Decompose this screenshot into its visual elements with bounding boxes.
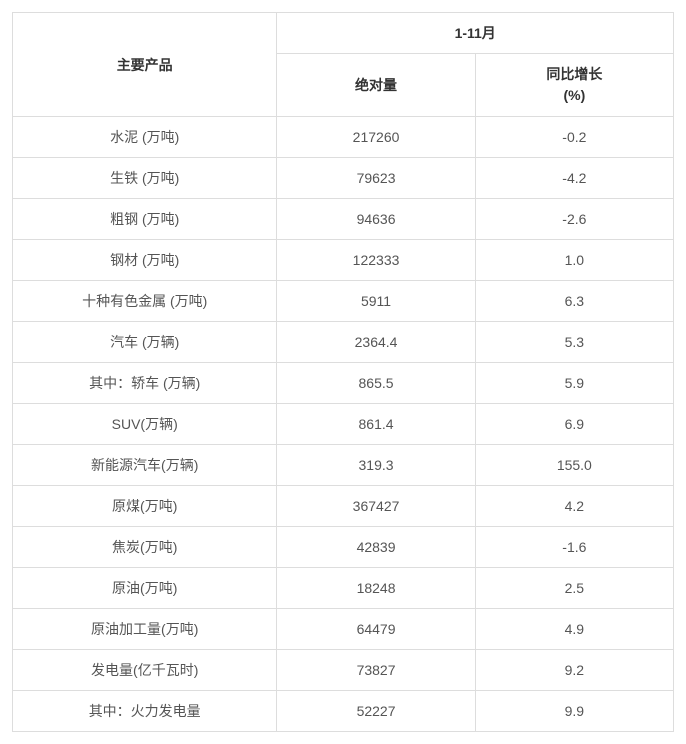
table-row: 其中：火力发电量522279.9 — [13, 691, 674, 732]
cell-absolute: 79623 — [277, 158, 475, 199]
cell-growth: 2.5 — [475, 568, 673, 609]
cell-product: 原油(万吨) — [13, 568, 277, 609]
header-period: 1-11月 — [277, 13, 674, 54]
cell-growth: 4.2 — [475, 486, 673, 527]
cell-growth: 4.9 — [475, 609, 673, 650]
cell-product: 粗钢 (万吨) — [13, 199, 277, 240]
table-container: 主要产品 1-11月 绝对量 同比增长 (%) 水泥 (万吨)217260-0.… — [0, 0, 686, 744]
cell-growth: 9.2 — [475, 650, 673, 691]
cell-growth: 1.0 — [475, 240, 673, 281]
table-row: SUV(万辆)861.46.9 — [13, 404, 674, 445]
header-growth: 同比增长 (%) — [475, 54, 673, 117]
cell-growth: 6.3 — [475, 281, 673, 322]
table-row: 其中：轿车 (万辆)865.55.9 — [13, 363, 674, 404]
table-header: 主要产品 1-11月 绝对量 同比增长 (%) — [13, 13, 674, 117]
cell-absolute: 367427 — [277, 486, 475, 527]
cell-product: 原油加工量(万吨) — [13, 609, 277, 650]
cell-absolute: 94636 — [277, 199, 475, 240]
cell-product: 发电量(亿千瓦时) — [13, 650, 277, 691]
cell-absolute: 2364.4 — [277, 322, 475, 363]
cell-product: SUV(万辆) — [13, 404, 277, 445]
table-row: 汽车 (万辆)2364.45.3 — [13, 322, 674, 363]
table-row: 焦炭(万吨)42839-1.6 — [13, 527, 674, 568]
cell-product: 钢材 (万吨) — [13, 240, 277, 281]
cell-absolute: 18248 — [277, 568, 475, 609]
cell-product: 水泥 (万吨) — [13, 117, 277, 158]
table-row: 十种有色金属 (万吨)59116.3 — [13, 281, 674, 322]
cell-product: 生铁 (万吨) — [13, 158, 277, 199]
cell-absolute: 217260 — [277, 117, 475, 158]
cell-absolute: 865.5 — [277, 363, 475, 404]
header-product: 主要产品 — [13, 13, 277, 117]
cell-product: 汽车 (万辆) — [13, 322, 277, 363]
header-growth-line2: (%) — [563, 87, 585, 103]
cell-absolute: 42839 — [277, 527, 475, 568]
cell-growth: -0.2 — [475, 117, 673, 158]
cell-product: 其中：轿车 (万辆) — [13, 363, 277, 404]
header-absolute: 绝对量 — [277, 54, 475, 117]
cell-absolute: 64479 — [277, 609, 475, 650]
table-row: 钢材 (万吨)1223331.0 — [13, 240, 674, 281]
cell-growth: 155.0 — [475, 445, 673, 486]
cell-absolute: 5911 — [277, 281, 475, 322]
cell-product: 其中：火力发电量 — [13, 691, 277, 732]
cell-growth: 5.9 — [475, 363, 673, 404]
cell-growth: -4.2 — [475, 158, 673, 199]
cell-product: 焦炭(万吨) — [13, 527, 277, 568]
table-row: 原油加工量(万吨)644794.9 — [13, 609, 674, 650]
table-row: 新能源汽车(万辆)319.3155.0 — [13, 445, 674, 486]
cell-product: 新能源汽车(万辆) — [13, 445, 277, 486]
header-growth-line1: 同比增长 — [546, 66, 602, 82]
cell-growth: -1.6 — [475, 527, 673, 568]
table-row: 粗钢 (万吨)94636-2.6 — [13, 199, 674, 240]
table-row: 发电量(亿千瓦时)738279.2 — [13, 650, 674, 691]
cell-absolute: 861.4 — [277, 404, 475, 445]
cell-absolute: 73827 — [277, 650, 475, 691]
table-row: 生铁 (万吨)79623-4.2 — [13, 158, 674, 199]
cell-growth: 5.3 — [475, 322, 673, 363]
cell-growth: 9.9 — [475, 691, 673, 732]
header-row-1: 主要产品 1-11月 — [13, 13, 674, 54]
cell-product: 原煤(万吨) — [13, 486, 277, 527]
cell-growth: 6.9 — [475, 404, 673, 445]
cell-absolute: 319.3 — [277, 445, 475, 486]
table-row: 原煤(万吨)3674274.2 — [13, 486, 674, 527]
table-row: 原油(万吨)182482.5 — [13, 568, 674, 609]
table-body: 水泥 (万吨)217260-0.2生铁 (万吨)79623-4.2粗钢 (万吨)… — [13, 117, 674, 732]
cell-growth: -2.6 — [475, 199, 673, 240]
table-row: 水泥 (万吨)217260-0.2 — [13, 117, 674, 158]
cell-absolute: 122333 — [277, 240, 475, 281]
cell-absolute: 52227 — [277, 691, 475, 732]
products-table: 主要产品 1-11月 绝对量 同比增长 (%) 水泥 (万吨)217260-0.… — [12, 12, 674, 732]
cell-product: 十种有色金属 (万吨) — [13, 281, 277, 322]
